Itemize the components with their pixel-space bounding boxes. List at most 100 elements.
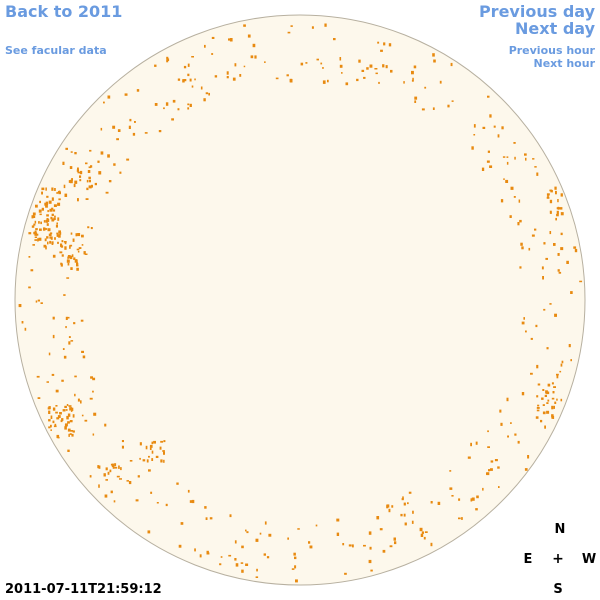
spot-marker <box>81 234 84 238</box>
spot-marker <box>423 536 426 540</box>
spot-marker <box>342 543 345 546</box>
spot-marker <box>553 243 556 246</box>
spot-marker <box>259 532 262 535</box>
spot-marker <box>151 450 154 454</box>
spot-marker <box>64 405 67 408</box>
spot-marker <box>93 412 97 416</box>
spot-marker <box>189 500 193 503</box>
spot-marker <box>344 572 347 575</box>
spot-marker <box>154 64 157 67</box>
spot-marker <box>52 334 55 339</box>
spot-marker <box>550 189 553 193</box>
spot-marker <box>546 410 550 414</box>
spot-marker <box>31 225 35 228</box>
spot-marker <box>107 154 110 158</box>
spot-marker <box>245 529 247 532</box>
spot-marker <box>89 186 92 189</box>
spot-marker <box>532 158 535 160</box>
previous-day-link[interactable]: Previous day <box>478 2 595 21</box>
spot-marker <box>67 421 70 424</box>
spot-marker <box>65 423 68 427</box>
spot-marker <box>39 200 41 204</box>
spot-markers <box>18 23 583 583</box>
spot-marker <box>500 199 504 203</box>
spot-marker <box>67 316 70 319</box>
spot-marker <box>404 522 407 526</box>
spot-marker <box>100 127 103 131</box>
spot-marker <box>252 43 256 48</box>
spot-marker <box>69 244 73 247</box>
spot-marker <box>33 223 36 226</box>
previous-hour-link[interactable]: Previous hour <box>508 44 595 57</box>
spot-marker <box>408 491 412 494</box>
spot-marker <box>524 153 527 156</box>
spot-marker <box>50 429 52 431</box>
spot-marker <box>38 237 42 241</box>
spot-marker <box>51 197 54 201</box>
spot-marker <box>451 100 454 102</box>
spot-marker <box>71 254 74 258</box>
spot-marker <box>554 186 557 190</box>
spot-marker <box>560 193 563 197</box>
spot-marker <box>50 216 53 220</box>
spot-marker <box>77 171 80 174</box>
spot-marker <box>348 544 352 547</box>
spot-marker <box>41 207 44 211</box>
spot-marker <box>187 73 190 77</box>
spot-marker <box>51 187 54 191</box>
spot-marker <box>155 455 159 458</box>
spot-marker <box>559 370 562 373</box>
next-day-link[interactable]: Next day <box>515 19 595 38</box>
spot-marker <box>369 64 373 68</box>
spot-marker <box>44 202 47 206</box>
spot-marker <box>151 458 154 461</box>
spot-marker <box>487 430 489 433</box>
spot-marker <box>34 236 38 238</box>
spot-marker <box>194 548 196 552</box>
spot-marker <box>45 219 48 223</box>
spot-marker <box>113 500 116 503</box>
spot-marker <box>493 125 496 128</box>
spot-marker <box>55 389 59 393</box>
spot-marker <box>375 72 378 75</box>
spot-marker <box>542 276 544 280</box>
spot-marker <box>528 247 531 251</box>
spot-marker <box>205 517 208 520</box>
spot-marker <box>56 234 59 237</box>
see-facular-data-link[interactable]: See facular data <box>5 44 107 57</box>
spot-marker <box>65 409 68 411</box>
spot-marker <box>74 259 78 263</box>
spot-marker <box>64 193 68 197</box>
spot-marker <box>383 42 386 46</box>
spot-marker <box>70 267 73 270</box>
spot-marker <box>128 481 132 485</box>
spot-marker <box>268 533 272 537</box>
spot-marker <box>506 397 509 402</box>
spot-marker <box>432 53 435 57</box>
spot-marker <box>513 142 516 144</box>
spot-marker <box>447 104 450 108</box>
spot-marker <box>77 398 80 402</box>
spot-marker <box>514 156 516 160</box>
spot-marker <box>50 415 53 419</box>
spot-marker <box>119 478 122 480</box>
spot-marker <box>165 503 168 507</box>
spot-marker <box>458 517 461 520</box>
spot-marker <box>235 563 239 567</box>
spot-marker <box>45 246 47 250</box>
back-to-year-link[interactable]: Back to 2011 <box>5 2 123 21</box>
spot-marker <box>400 513 403 517</box>
spot-marker <box>366 67 369 70</box>
next-hour-link[interactable]: Next hour <box>533 57 596 70</box>
spot-marker <box>294 556 297 560</box>
spot-marker <box>114 463 117 467</box>
spot-marker <box>90 376 93 379</box>
spot-marker <box>546 193 550 196</box>
spot-marker <box>191 499 195 504</box>
spot-marker <box>220 556 223 558</box>
spot-marker <box>536 409 540 412</box>
spot-marker <box>228 554 232 557</box>
spot-marker <box>162 450 165 452</box>
spot-marker <box>226 76 229 79</box>
spot-marker <box>34 220 37 224</box>
